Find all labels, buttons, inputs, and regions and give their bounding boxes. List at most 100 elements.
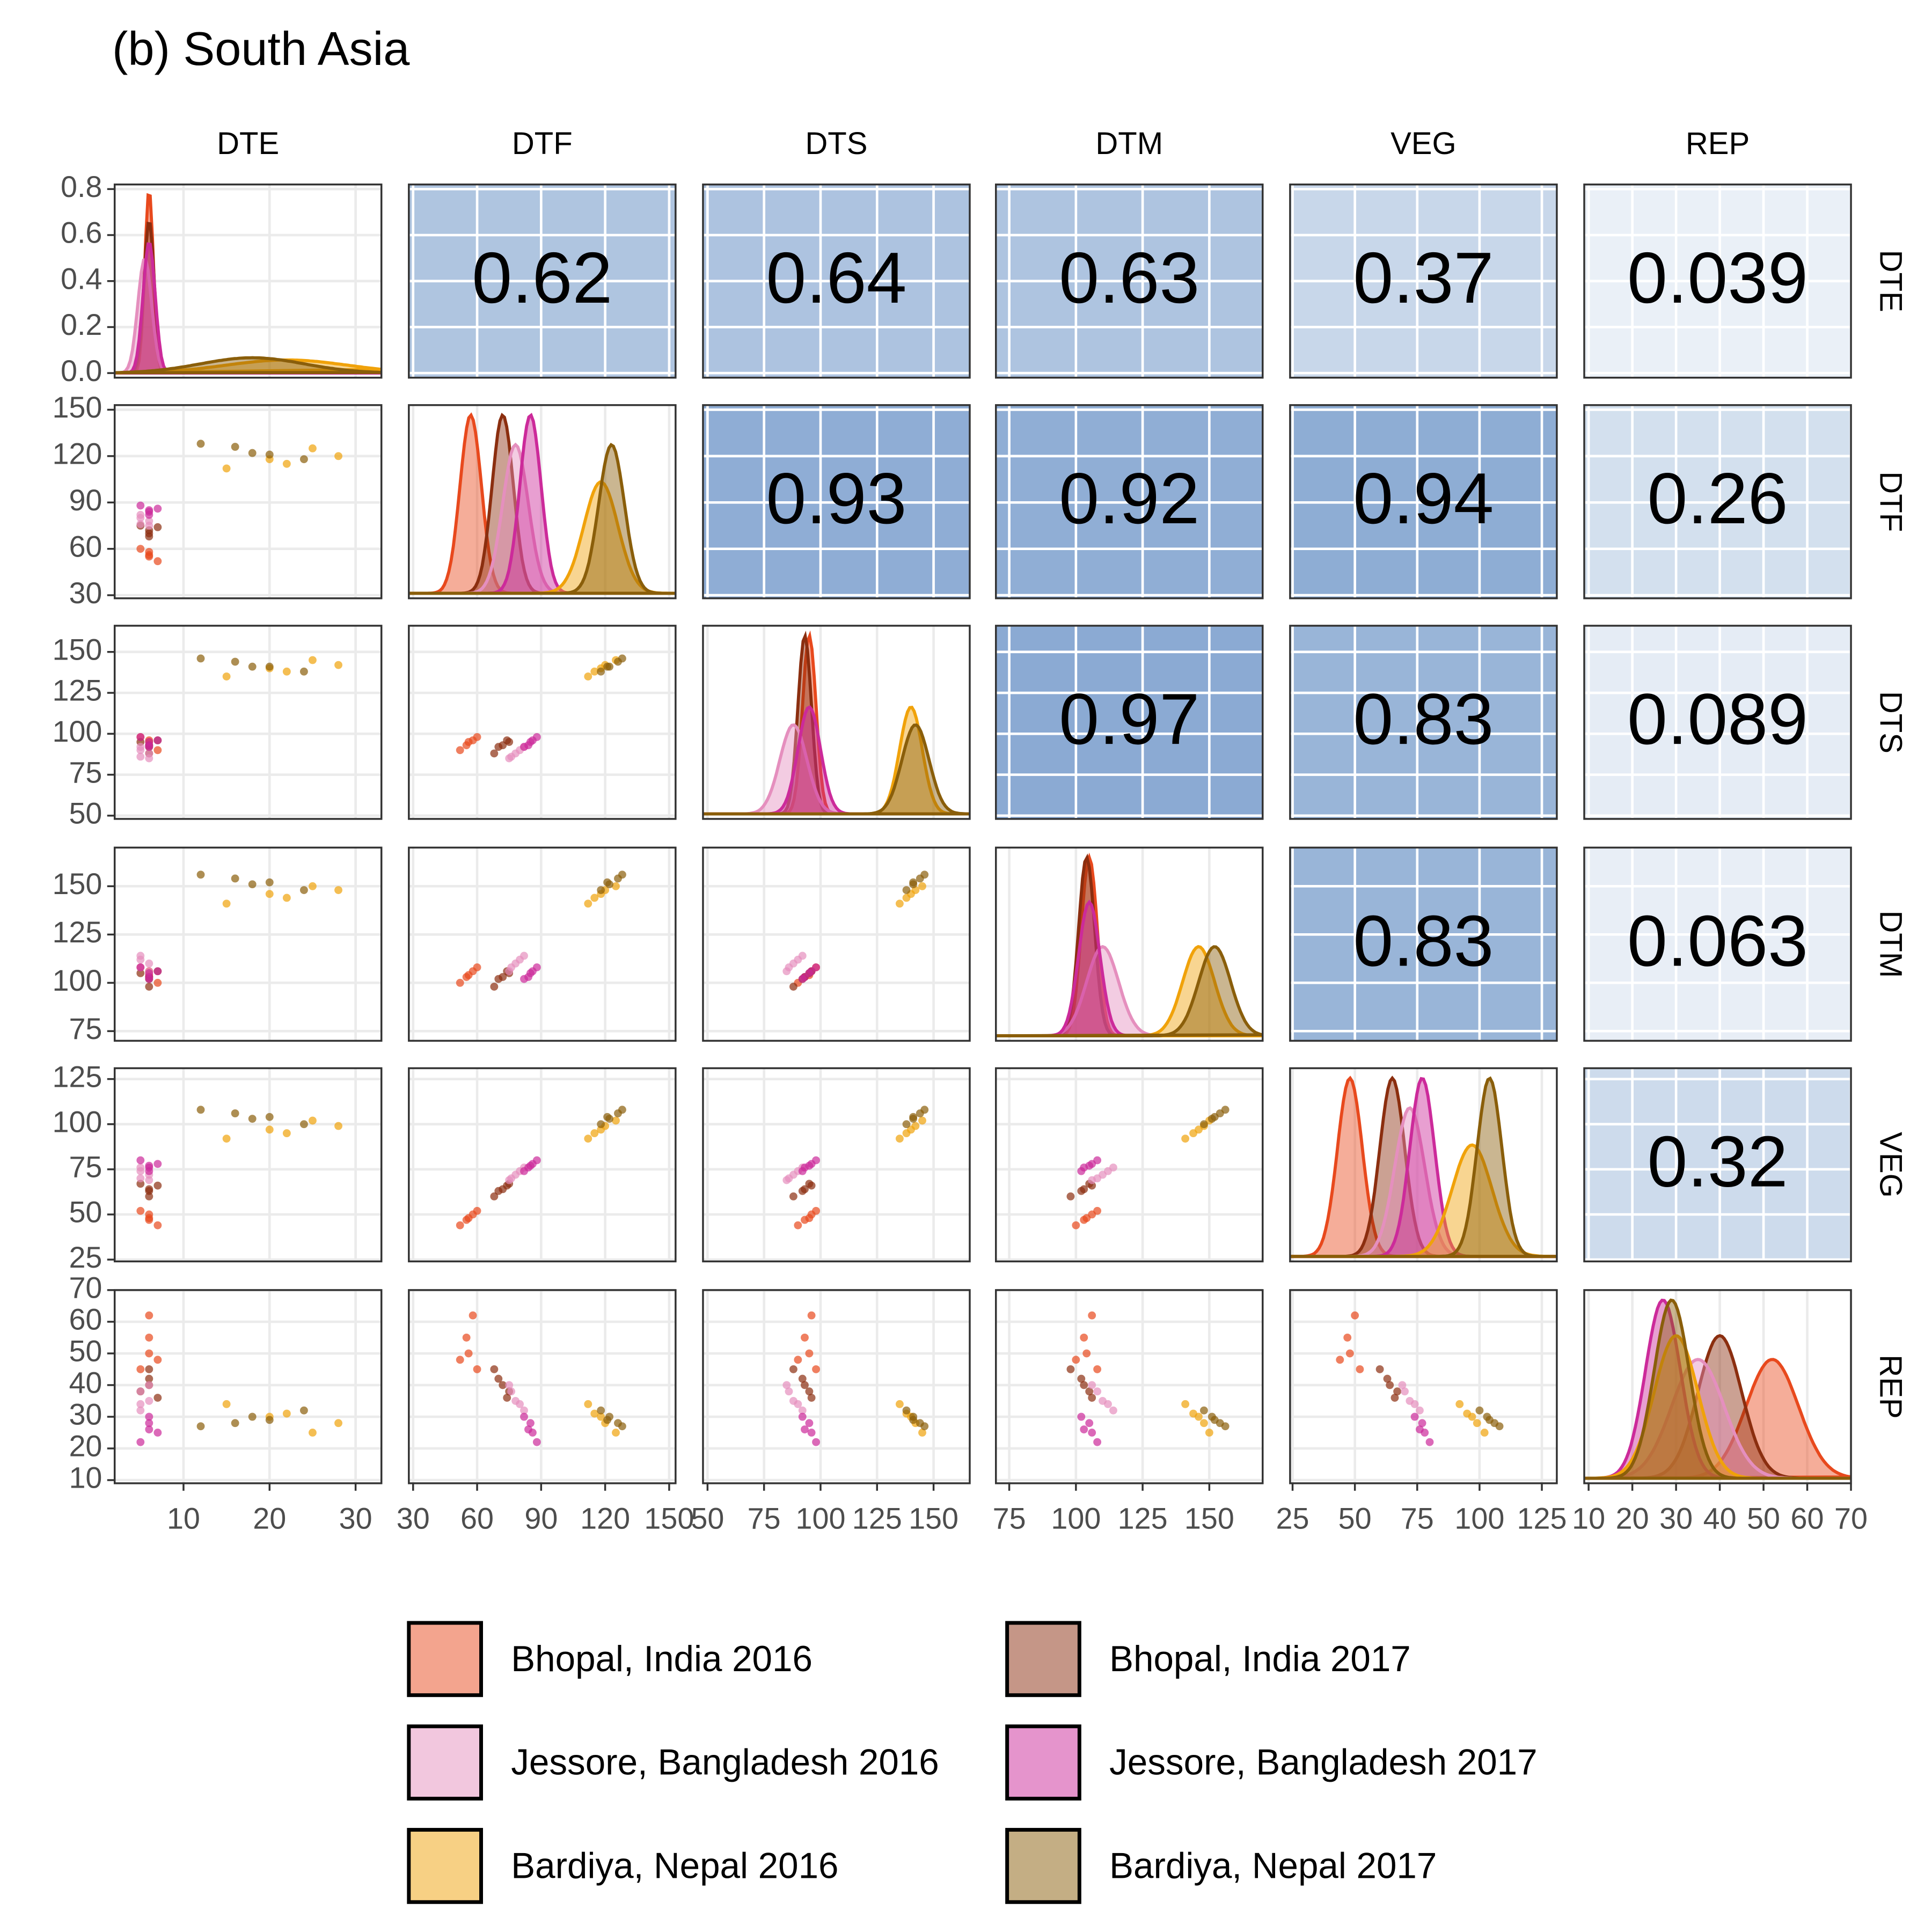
scatter-point <box>1085 1387 1094 1396</box>
scatter-point <box>807 1181 816 1190</box>
x-tick-label: 50 <box>1338 1502 1372 1535</box>
scatter-point <box>511 959 520 968</box>
legend-item: Bardiya, Nepal 2016 <box>407 1828 839 1904</box>
panel-border <box>702 625 971 820</box>
panel-border <box>995 184 1264 379</box>
y-tick-label: 20 <box>69 1430 102 1463</box>
scatter-point <box>145 1374 153 1383</box>
scatter-point <box>789 959 797 968</box>
y-tick-label: 60 <box>69 1303 102 1336</box>
scatter-point <box>145 1185 153 1194</box>
scatter-point <box>222 1400 231 1408</box>
panel-border <box>408 404 677 599</box>
y-tick-label: 10 <box>69 1461 102 1495</box>
scatter-point <box>526 1161 535 1170</box>
scatter-point <box>136 520 145 529</box>
scatter-point <box>798 1167 807 1175</box>
legend-key <box>407 1621 484 1697</box>
panel-border <box>1289 1289 1558 1484</box>
panel-background <box>996 1068 1263 1262</box>
scatter-point <box>1088 1311 1096 1320</box>
panel-border <box>702 184 971 379</box>
scatter-point <box>153 504 162 513</box>
y-tick-label: 50 <box>69 1335 102 1368</box>
scatter-point <box>145 959 153 968</box>
scatter-point <box>145 506 153 515</box>
scatter-point <box>499 1185 507 1194</box>
scatter-point <box>334 661 342 669</box>
legend-item: Bhopal, India 2016 <box>407 1621 813 1697</box>
scatter-point <box>1205 1429 1213 1437</box>
x-tick-label: 125 <box>1517 1502 1567 1535</box>
scatter-point <box>1072 1356 1080 1364</box>
x-tick-label: 50 <box>691 1502 724 1535</box>
scatter-point <box>520 743 528 751</box>
scatter-point <box>1077 1374 1086 1383</box>
scatter-point <box>136 1438 145 1446</box>
scatter-point <box>789 1365 797 1373</box>
y-tick-label: 75 <box>69 1012 102 1045</box>
scatter-point <box>807 1311 816 1320</box>
scatter-point <box>473 1365 481 1373</box>
scatter-point <box>265 890 274 898</box>
scatter-point <box>462 1333 471 1342</box>
scatter-point <box>528 1429 537 1437</box>
scatter-point <box>1485 1416 1494 1424</box>
scatter-point <box>1181 1400 1190 1408</box>
scatter-point <box>614 657 622 666</box>
scatter-point <box>136 963 145 971</box>
panel-border <box>1583 1289 1852 1484</box>
scatter-point <box>499 973 507 981</box>
y-tick-label: 125 <box>52 674 102 707</box>
panel-border <box>408 846 677 1042</box>
panel-border <box>995 846 1264 1042</box>
scatter-point <box>1199 1120 1208 1129</box>
y-tick-label: 25 <box>69 1241 102 1274</box>
scatter-point <box>145 1365 153 1373</box>
scatter-point <box>612 882 620 890</box>
scatter-point <box>603 1113 612 1121</box>
correlation-value: 0.063 <box>1627 901 1808 982</box>
scatter-point <box>505 967 514 976</box>
panel-border <box>1583 1067 1852 1263</box>
scatter-point <box>456 978 464 987</box>
scatter-point <box>153 1394 162 1402</box>
scatter-point <box>145 749 153 758</box>
scatter-point <box>614 1419 622 1428</box>
scatter-point <box>798 952 807 960</box>
scatter-point <box>805 1349 814 1358</box>
scatter-point <box>145 517 153 525</box>
x-tick-label: 100 <box>795 1502 845 1535</box>
scatter-point <box>1391 1394 1399 1402</box>
y-tick-label: 50 <box>69 1196 102 1229</box>
scatter-point <box>798 975 807 983</box>
panel-border <box>702 404 971 599</box>
scatter-point <box>526 738 535 746</box>
scatter-point <box>153 523 162 531</box>
scatter-point <box>299 1120 308 1129</box>
x-tick-label: 100 <box>1051 1502 1101 1535</box>
scatter-point <box>1181 1135 1190 1143</box>
scatter-point <box>782 1381 791 1389</box>
y-tick-label: 75 <box>69 756 102 789</box>
scatter-point <box>222 464 231 473</box>
scatter-point <box>464 1214 473 1223</box>
scatter-point <box>1406 1396 1414 1405</box>
scatter-point <box>153 746 162 755</box>
scatter-point <box>309 1429 317 1437</box>
scatter-point <box>196 870 205 879</box>
scatter-point <box>1088 1176 1096 1184</box>
scatter-point <box>1480 1429 1489 1437</box>
scatter-point <box>153 736 162 744</box>
panel-border <box>1289 1067 1558 1263</box>
panel-border <box>408 184 677 379</box>
x-tick-label: 40 <box>1703 1502 1737 1535</box>
y-tick-label: 0.6 <box>61 216 102 250</box>
scatter-point <box>494 1374 503 1383</box>
correlation-value: 0.37 <box>1353 237 1494 318</box>
scatter-point <box>473 733 481 741</box>
scatter-point <box>153 978 162 987</box>
scatter-point <box>145 1349 153 1358</box>
correlation-cell <box>996 625 1263 819</box>
y-tick-label: 30 <box>69 576 102 610</box>
